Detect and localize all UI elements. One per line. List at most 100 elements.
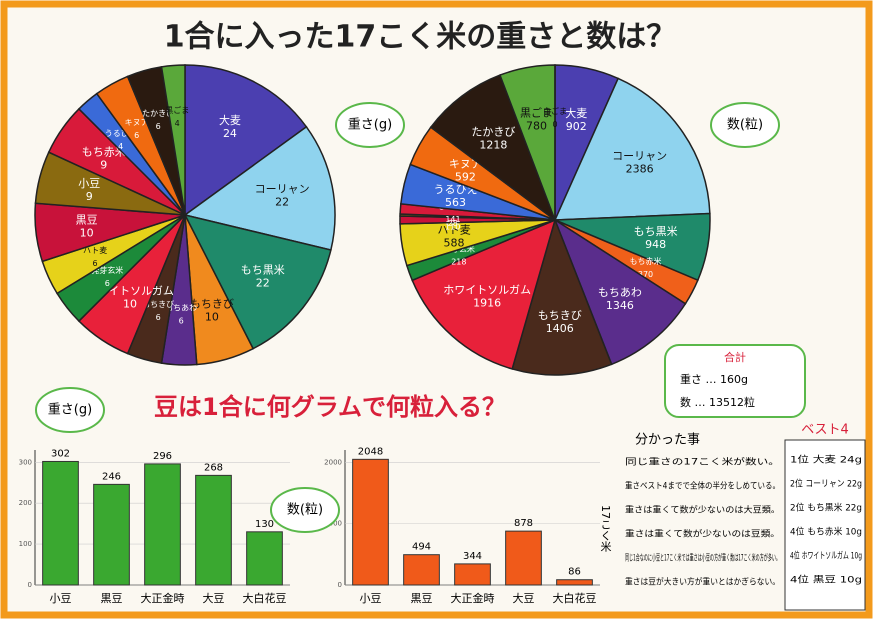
best-item: 4位 黒豆 10g: [790, 574, 862, 586]
best-item: 1位 大麦 24g: [790, 454, 862, 466]
bar: [93, 483, 130, 586]
finding-item: 重さは豆が大きい方が重いとはかぎらない。: [625, 577, 780, 588]
best-item: 4位 もち赤米 10g: [790, 526, 862, 538]
slice-label: 黒ごま: [165, 105, 189, 115]
slice-label: ハト麦: [437, 223, 470, 236]
slice-value: 141: [445, 215, 460, 224]
slice-label: キヌア: [125, 118, 149, 127]
chart-title: 重さ(g): [348, 117, 392, 133]
slice-label: 小豆: [78, 177, 100, 190]
finding-item: 重さは重くて数が少ないのは豆類。: [625, 529, 780, 540]
total-box: [664, 344, 806, 418]
slice-value: 0: [552, 120, 557, 129]
chart-title: 数(粒): [727, 118, 763, 133]
slice-label: もち赤米: [630, 256, 662, 266]
x-tick-label: 黒豆: [411, 592, 433, 605]
grain-label: 17こく米: [599, 505, 612, 553]
y-tick-label: 0: [338, 581, 342, 589]
slice-label: もちきび: [190, 297, 234, 310]
x-tick-label: 小豆: [360, 592, 382, 605]
slice-value: 902: [566, 120, 587, 133]
slice-label: もちあわ: [598, 286, 642, 299]
x-tick-label: 大正金時: [141, 591, 185, 605]
slice-value: 948: [645, 238, 666, 251]
subtitle: 豆は1合に何グラムで何粒入る？: [154, 393, 506, 421]
pie-slice: [183, 125, 336, 251]
y-tick-label: 300: [19, 458, 32, 466]
slice-value: 6: [134, 131, 139, 140]
slice-label: 大麦: [219, 113, 241, 127]
bar-value: 86: [568, 567, 581, 578]
finding-item: 同じ重さの17こく米が数い。: [625, 457, 780, 468]
slice-value: 6: [179, 316, 184, 325]
bar-value: 344: [463, 551, 482, 562]
bar: [352, 458, 389, 586]
bar-value: 302: [51, 448, 70, 459]
slice-label: キヌア: [449, 158, 482, 171]
slice-value: 110: [445, 222, 460, 231]
total-weight: 重さ … 160g: [680, 372, 748, 386]
slice-label: うるひえ: [105, 129, 137, 138]
x-tick-label: 大白花豆: [243, 591, 287, 605]
bar: [42, 460, 79, 586]
bar: [454, 563, 491, 586]
slice-label: たかきび: [142, 109, 174, 118]
slice-value: 1346: [606, 299, 634, 312]
bar-value: 494: [412, 542, 431, 553]
slice-value: 10: [123, 297, 137, 310]
slice-label: 黒豆: [76, 214, 98, 227]
chart-bubble: [270, 487, 340, 533]
slice-value: 218: [451, 258, 466, 267]
slice-value: 1916: [473, 297, 501, 310]
slice-label: 黒ごま: [520, 105, 553, 119]
best-box: [784, 439, 866, 611]
slice-value: 6: [105, 279, 110, 288]
bar-value: 246: [102, 471, 121, 482]
pie-slice: [184, 64, 308, 217]
slice-label: たかきび: [471, 125, 515, 138]
x-tick-label: 大豆: [513, 591, 535, 605]
chart-bubble: [35, 387, 105, 433]
slice-label: もち赤米: [82, 145, 126, 158]
bar: [246, 531, 283, 586]
pie-slice: [183, 213, 332, 350]
slice-value: 6: [93, 259, 98, 268]
slice-value: 2386: [626, 163, 654, 176]
pie-slice: [553, 218, 687, 366]
slice-value: 4: [175, 119, 180, 128]
slice-value: 9: [100, 158, 107, 171]
finding-item: 重さは重くて数が少ないのは大豆類。: [625, 505, 780, 516]
slice-label: ホワイトソルガム: [443, 284, 531, 297]
slice-label: ハト麦: [83, 245, 107, 255]
slice-value: 592: [455, 171, 476, 184]
slice-label: 白ごま: [543, 106, 567, 116]
bar-value: 296: [153, 451, 172, 462]
slice-value: 10: [205, 310, 219, 323]
y-tick-label: 200: [19, 499, 32, 507]
slice-value: 1406: [546, 322, 574, 335]
total-heading: 合計: [724, 350, 746, 364]
slice-label: もちきび: [538, 309, 582, 322]
slice-value: 563: [445, 196, 466, 209]
chart-bubble: [335, 102, 405, 148]
title: 1合に入った17こく米の重さと数は？: [164, 20, 677, 55]
bar-value: 268: [204, 462, 223, 473]
best-item: 2位 もち黒米 22g: [790, 502, 862, 514]
slice-value: 370: [638, 270, 653, 279]
finding-item: 同じ1合なのに小豆と17こく米では重さは小豆の方が重く数は17こく米の方が多い。: [625, 553, 780, 564]
slice-value: 10: [80, 227, 94, 240]
slice-value: 6: [156, 122, 161, 131]
best-item: 4位 ホワイトソルガム 10g: [790, 550, 862, 562]
slice-label: 発芽玄米: [91, 265, 123, 275]
slice-label: もち黒米: [241, 263, 285, 276]
slice-label: コーリャン: [255, 183, 310, 196]
x-tick-label: 小豆: [50, 592, 72, 605]
pie-slice: [429, 74, 557, 223]
bar: [403, 554, 440, 586]
chart-title: 数(粒): [287, 503, 323, 518]
slice-value: 22: [275, 196, 289, 209]
slice-label: 大麦: [565, 106, 587, 120]
x-tick-label: 大正金時: [451, 591, 495, 605]
pie-slice: [160, 64, 186, 216]
